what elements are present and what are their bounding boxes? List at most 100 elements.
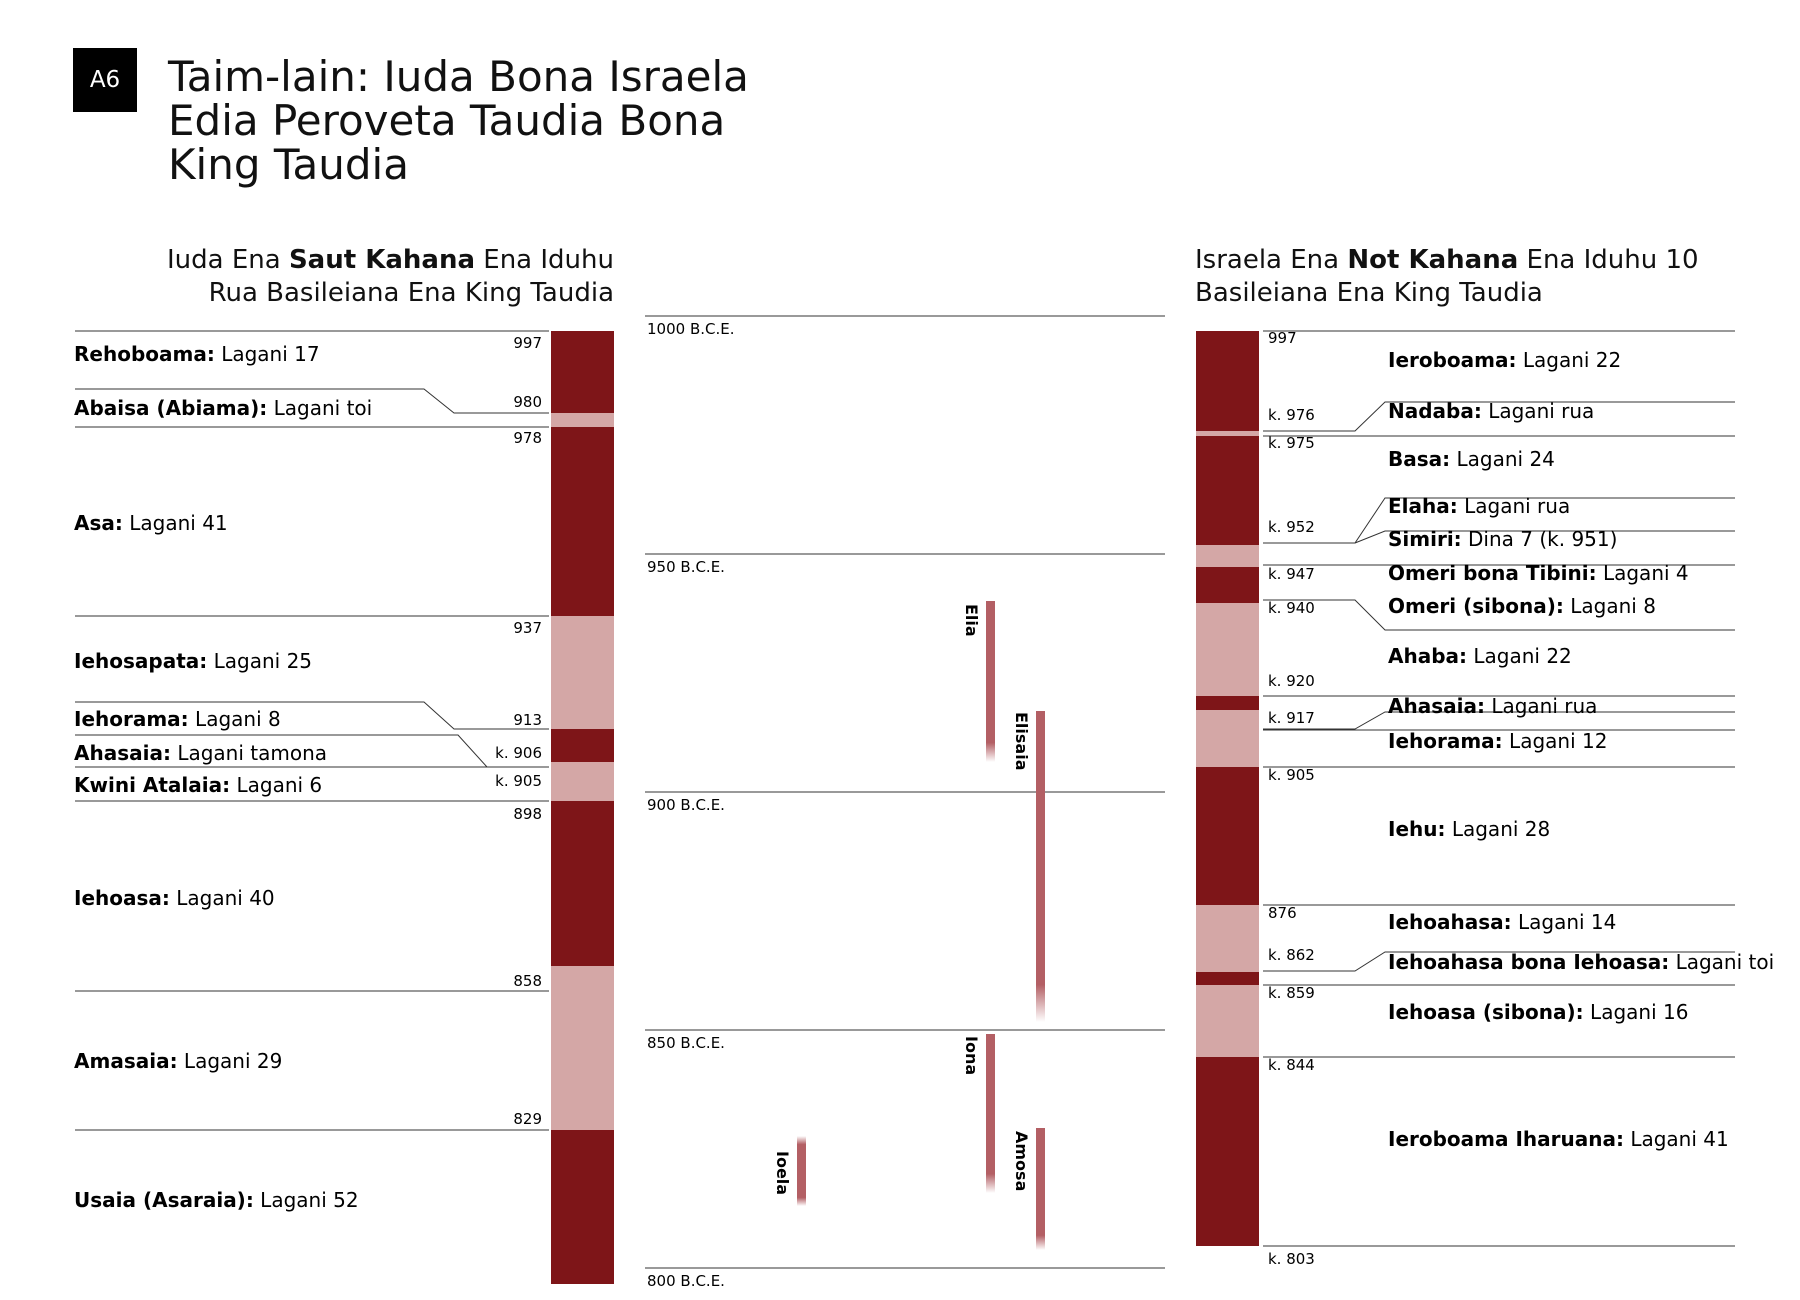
- judah-king-label-reign: Lagani 52: [254, 1188, 359, 1212]
- israel-king-label-reign: Lagani 14: [1512, 910, 1617, 934]
- israel-king-label-name: Omeri bona Tibini:: [1388, 561, 1597, 585]
- judah-reign-bar: [551, 427, 614, 616]
- judah-reign-bar: [551, 801, 614, 966]
- israel-divider: [1354, 530, 1735, 544]
- prophet-bar: [986, 1034, 995, 1193]
- israel-king-label: Iehu: Lagani 28: [1388, 817, 1550, 841]
- judah-king-label-name: Iehoasa:: [74, 886, 170, 910]
- judah-heading-line-1: Iuda Ena Saut Kahana Ena Iduhu: [167, 244, 614, 277]
- prophet-bar: [986, 601, 995, 762]
- judah-king-label: Iehoasa: Lagani 40: [74, 886, 275, 910]
- israel-king-label: Ahaba: Lagani 22: [1388, 644, 1572, 668]
- judah-king-label: Usaia (Asaraia): Lagani 52: [74, 1188, 359, 1212]
- israel-start-year: k. 844: [1268, 1056, 1315, 1074]
- judah-king-label-reign: Lagani 25: [207, 649, 312, 673]
- judah-heading-post: Ena Iduhu: [475, 245, 614, 275]
- judah-king-label-reign: Lagani 17: [215, 342, 320, 366]
- israel-reign-bar: [1196, 972, 1259, 985]
- israel-reign-bar: [1196, 436, 1259, 545]
- judah-start-year: 937: [513, 619, 542, 637]
- israel-king-label: Iehorama: Lagani 12: [1388, 729, 1607, 753]
- israel-king-label-reign: Lagani 41: [1624, 1127, 1729, 1151]
- israel-king-label-name: Omeri (sibona):: [1388, 594, 1564, 618]
- israel-start-year: k. 917: [1268, 709, 1315, 727]
- israel-reign-bar: [1196, 696, 1259, 710]
- judah-reign-bar: [551, 331, 614, 413]
- israel-divider: [1263, 401, 1735, 432]
- judah-king-label: Iehorama: Lagani 8: [74, 707, 281, 731]
- israel-king-label-name: Iehoahasa:: [1388, 910, 1512, 934]
- era-tick-label: 950 B.C.E.: [647, 558, 725, 576]
- israel-king-label-reign: Lagani 22: [1517, 348, 1622, 372]
- israel-end-year: k. 803: [1268, 1250, 1315, 1268]
- title-line-3: King Taudia: [168, 140, 409, 189]
- israel-king-label-name: Ieroboama:: [1388, 348, 1517, 372]
- israel-start-year: k. 952: [1268, 518, 1315, 536]
- israel-divider: [1263, 497, 1735, 544]
- judah-king-label-reign: Lagani 40: [170, 886, 275, 910]
- israel-king-label-reign: Lagani toi: [1669, 950, 1774, 974]
- judah-king-label-reign: Lagani 8: [189, 707, 281, 731]
- israel-king-label-reign: Lagani 28: [1445, 817, 1550, 841]
- judah-heading-bold: Saut Kahana: [288, 245, 476, 275]
- judah-start-year: 980: [513, 393, 542, 411]
- judah-king-label: Abaisa (Abiama): Lagani toi: [74, 396, 372, 420]
- israel-start-year: 997: [1268, 329, 1297, 347]
- israel-king-label-name: Iehorama:: [1388, 729, 1503, 753]
- israel-heading-line-2: Basileiana Ena King Taudia: [1195, 278, 1543, 308]
- prophet-label: Iona: [962, 1036, 981, 1075]
- israel-king-label-name: Iehoasa (sibona):: [1388, 1000, 1584, 1024]
- israel-reign-bar: [1196, 331, 1259, 431]
- israel-reign-bar: [1196, 567, 1259, 603]
- israel-heading-bold: Not Kahana: [1347, 245, 1519, 275]
- judah-start-year: k. 905: [495, 772, 542, 790]
- israel-start-year: k. 976: [1268, 406, 1315, 424]
- israel-heading-pre: Israela Ena: [1195, 245, 1348, 275]
- israel-king-label-name: Iehu:: [1388, 817, 1445, 841]
- prophet-bar: [1036, 1128, 1045, 1250]
- israel-king-label-reign: Lagani rua: [1482, 399, 1594, 423]
- era-tick-label: 1000 B.C.E.: [647, 320, 735, 338]
- judah-start-year: k. 906: [495, 744, 542, 762]
- judah-king-label-reign: Lagani 6: [230, 773, 322, 797]
- judah-king-label: Iehosapata: Lagani 25: [74, 649, 312, 673]
- judah-reign-bar: [551, 762, 614, 801]
- judah-start-year: 997: [513, 334, 542, 352]
- judah-king-label: Kwini Atalaia: Lagani 6: [74, 773, 322, 797]
- judah-reign-bar: [551, 413, 614, 427]
- israel-king-label: Ahasaia: Lagani rua: [1388, 694, 1597, 718]
- israel-divider: [1263, 711, 1735, 730]
- israel-king-label-name: Simiri:: [1388, 527, 1462, 551]
- judah-king-label-name: Kwini Atalaia:: [74, 773, 230, 797]
- judah-start-year: 858: [513, 972, 542, 990]
- judah-divider: [75, 701, 549, 730]
- judah-reign-bar: [551, 966, 614, 1130]
- prophet-label: Elisaia: [1012, 712, 1031, 771]
- israel-king-label: Basa: Lagani 24: [1388, 447, 1555, 471]
- israel-start-year: k. 940: [1268, 599, 1315, 617]
- judah-king-label: Ahasaia: Lagani tamona: [74, 741, 327, 765]
- israel-start-year: 876: [1268, 904, 1297, 922]
- judah-start-year: 829: [513, 1110, 542, 1128]
- prophet-label: Elia: [962, 604, 981, 637]
- israel-king-label: Iehoahasa: Lagani 14: [1388, 910, 1616, 934]
- judah-reign-bar: [551, 616, 614, 729]
- israel-king-label: Elaha: Lagani rua: [1388, 494, 1570, 518]
- israel-king-label-reign: Lagani 22: [1467, 644, 1572, 668]
- israel-start-year: k. 859: [1268, 984, 1315, 1002]
- era-tick-label: 800 B.C.E.: [647, 1272, 725, 1290]
- page-title: Taim-lain: Iuda Bona Israela Edia Perove…: [168, 55, 749, 187]
- judah-heading: Iuda Ena Saut Kahana Ena Iduhu Rua Basil…: [167, 244, 614, 310]
- israel-king-label-reign: Lagani rua: [1458, 494, 1570, 518]
- israel-start-year: k. 947: [1268, 565, 1315, 583]
- israel-king-label-reign: Lagani 16: [1584, 1000, 1689, 1024]
- title-line-1: Taim-lain: Iuda Bona Israela: [168, 52, 749, 101]
- israel-reign-bar: [1196, 767, 1259, 905]
- israel-king-label-reign: Dina 7 (k. 951): [1462, 527, 1618, 551]
- judah-reign-bar: [551, 1130, 614, 1284]
- israel-reign-bar: [1196, 985, 1259, 1057]
- israel-king-label: Ieroboama Iharuana: Lagani 41: [1388, 1127, 1729, 1151]
- era-tick-label: 900 B.C.E.: [647, 796, 725, 814]
- israel-heading-line-1: Israela Ena Not Kahana Ena Iduhu 10: [1195, 244, 1699, 277]
